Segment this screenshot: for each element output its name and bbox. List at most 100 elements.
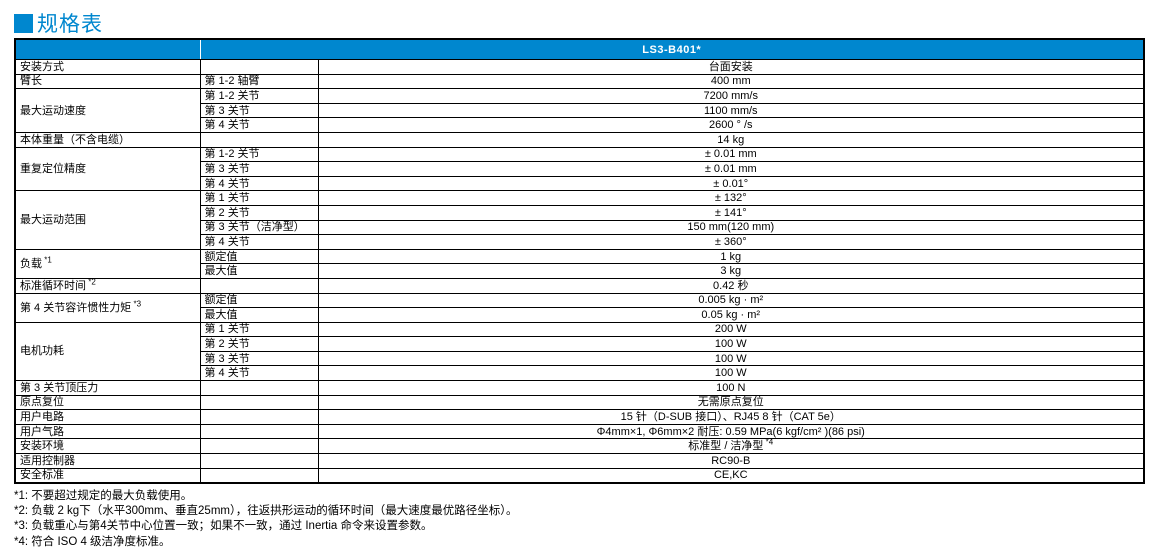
spec-sub-cell: 第 1-2 关节 xyxy=(199,88,319,104)
footnote-line: *2: 负载 2 kg下（水平300mm、垂直25mm），往返拱形运动的循环时间… xyxy=(14,505,518,518)
spec-sub-cell: 第 4 关节 xyxy=(199,175,319,192)
spec-sub-cell: 第 2 关节 xyxy=(199,336,319,352)
spec-value-cell: 0.42 秒 xyxy=(317,277,1145,294)
spec-value-cell: 0.05 kg · m² xyxy=(317,307,1145,323)
table-row: 最大运动范围第 1 关节 ± 132° xyxy=(14,190,1145,250)
table-row: 第 4 关节容许惯性力矩 *3 额定值 0.005 kg · m² xyxy=(14,292,1145,323)
table-row: 最大值 3 kg xyxy=(15,263,1145,279)
spec-value-cell: ± 132° xyxy=(317,190,1145,206)
spec-value-cell: 标准型 / 洁净型 *4 xyxy=(317,438,1145,455)
spec-group-cell: 重复定位精度 xyxy=(14,146,201,192)
footnote-line: *4: 符合 ISO 4 级洁净度标准。 xyxy=(14,535,171,548)
table-row: 第 2 关节 ± 141° xyxy=(15,204,1145,221)
spec-value-cell: 1 kg xyxy=(317,248,1145,265)
table-row: 第 3 关节顶压力 100 N xyxy=(14,380,1145,396)
spec-value-cell: 100 W xyxy=(317,365,1145,382)
spec-value-cell: CE,KC xyxy=(317,467,1145,484)
spec-value-cell: 15 针（D-SUB 接口）、RJ45 8 针（CAT 5e） xyxy=(317,409,1145,425)
table-row: 适用控制器 RC90-B xyxy=(14,453,1145,469)
table-row: 原点复位 无需原点复位 xyxy=(14,394,1145,411)
footnote-ref: *4 xyxy=(763,438,774,447)
table-row: 第 3 关节 1100 mm/s xyxy=(15,102,1145,119)
spec-sub-cell: 第 3 关节 xyxy=(199,350,319,367)
spec-group-cell: 最大运动范围 xyxy=(14,190,201,250)
spec-sub-cell xyxy=(199,131,319,148)
spec-group-cell: 适用控制器 xyxy=(14,453,201,469)
spec-sub-cell xyxy=(199,423,319,440)
table-row: 用户电路 15 针（D-SUB 接口）、RJ45 8 针（CAT 5e） xyxy=(14,409,1145,425)
spec-sub-cell: 第 4 关节 xyxy=(199,365,319,382)
spec-value-cell: 400 mm xyxy=(317,73,1145,90)
spec-group-cell: 安全标准 xyxy=(14,467,201,484)
spec-value-cell: 100 W xyxy=(317,336,1145,352)
spec-sub-cell: 最大值 xyxy=(199,263,319,279)
spec-sub-cell: 第 3 关节 xyxy=(199,102,319,119)
spec-sub-cell xyxy=(199,453,319,469)
spec-value-cell: ± 0.01 mm xyxy=(317,161,1145,177)
table-row: 安装环境 标准型 / 洁净型 *4 xyxy=(14,438,1145,455)
spec-value-cell: RC90-B xyxy=(317,453,1145,469)
spec-value-cell: 150 mm(120 mm) xyxy=(317,219,1145,236)
spec-group-cell: 用户电路 xyxy=(14,409,201,425)
spec-value-cell: ± 0.01 mm xyxy=(317,146,1145,163)
spec-value-cell: 100 W xyxy=(317,350,1145,367)
table-row: 安装方式 台面安装 xyxy=(14,59,1145,75)
spec-sub-cell xyxy=(199,438,319,455)
footnote-line: *3: 负载重心与第4关节中心位置一致；如果不一致，通过 Inertia 命令来… xyxy=(14,520,433,533)
spec-group-cell: 第 4 关节容许惯性力矩 *3 xyxy=(14,292,201,323)
table-row: 重复定位精度第 1-2 关节 ± 0.01 mm xyxy=(14,146,1145,192)
table-row: 最大运动速度第 1-2 关节 7200 mm/s xyxy=(14,88,1145,133)
header-empty-cell xyxy=(14,38,201,60)
spec-sub-cell: 额定值 xyxy=(199,248,319,265)
spec-sub-cell: 第 4 关节 xyxy=(199,117,319,133)
spec-sub-cell: 第 3 关节 xyxy=(199,161,319,177)
spec-group-cell: 安装环境 xyxy=(14,438,201,455)
page-title: 规格表 xyxy=(37,13,103,36)
spec-sub-cell xyxy=(199,277,319,294)
spec-value-cell: 3 kg xyxy=(317,263,1145,279)
spec-sub-cell: 第 1 关节 xyxy=(199,321,319,338)
table-row: 第 3 关节 100 W xyxy=(15,350,1145,367)
spec-sub-cell: 第 4 关节 xyxy=(199,234,319,250)
spec-sub-cell: 最大值 xyxy=(199,307,319,323)
table-row: 电机功耗第 1 关节 200 W xyxy=(14,321,1145,382)
table-header-row: LS3-B401* xyxy=(14,38,1145,60)
table-row: 第 4 关节 ± 0.01° xyxy=(15,175,1145,192)
spec-group-cell: 原点复位 xyxy=(14,394,201,411)
spec-group-cell: 安装方式 xyxy=(14,59,201,75)
spec-group-cell: 标准循环时间 *2 xyxy=(14,277,201,294)
spec-sub-cell xyxy=(199,467,319,484)
spec-sub-cell: 第 2 关节 xyxy=(199,204,319,221)
spec-sub-cell xyxy=(199,409,319,425)
spec-sub-cell: 第 1 关节 xyxy=(199,190,319,206)
table-row: 用户气路 Φ4mm×1, Φ6mm×2 耐压: 0.59 MPa(6 kgf/cm… xyxy=(14,423,1145,440)
spec-value-cell: 0.005 kg · m² xyxy=(317,292,1145,309)
spec-value-cell: 200 W xyxy=(317,321,1145,338)
table-row: 第 4 关节 ± 360° xyxy=(15,234,1145,250)
spec-value-cell: 14 kg xyxy=(317,131,1145,148)
spec-group-cell: 本体重量（不含电缆） xyxy=(14,131,201,148)
spec-value-cell: ± 0.01° xyxy=(317,175,1145,192)
spec-group-cell: 最大运动速度 xyxy=(14,88,201,133)
spec-group-cell: 臂长 xyxy=(14,73,201,90)
table-row: 本体重量（不含电缆） 14 kg xyxy=(14,131,1145,148)
spec-group-cell: 用户气路 xyxy=(14,423,201,440)
footnote-ref: *2 xyxy=(86,278,96,287)
table-row: 第 3 关节（洁净型） 150 mm(120 mm) xyxy=(15,219,1145,236)
spec-value-cell: 100 N xyxy=(317,380,1145,396)
spec-table: LS3-B401* 安装方式 台面安装 臂长第 1-2 轴臂 400 mm 最大运动速度… xyxy=(14,38,1146,485)
spec-group-cell: 第 3 关节顶压力 xyxy=(14,380,201,396)
title-square-icon xyxy=(14,13,33,33)
table-row: 第 4 关节 100 W xyxy=(15,365,1145,382)
spec-sub-cell xyxy=(199,59,319,75)
spec-value-cell: ± 141° xyxy=(317,204,1145,221)
spec-sub-cell xyxy=(199,394,319,411)
spec-sub-cell: 第 1-2 轴臂 xyxy=(199,73,319,90)
spec-sub-cell: 额定值 xyxy=(199,292,319,309)
section-title: 规格表 xyxy=(14,8,103,38)
spec-value-cell: ± 360° xyxy=(317,234,1145,250)
spec-value-cell: 无需原点复位 xyxy=(317,394,1145,411)
footnote-line: *1: 不要超过规定的最大负载使用。 xyxy=(14,490,193,502)
footnote-ref: *1 xyxy=(42,255,52,265)
